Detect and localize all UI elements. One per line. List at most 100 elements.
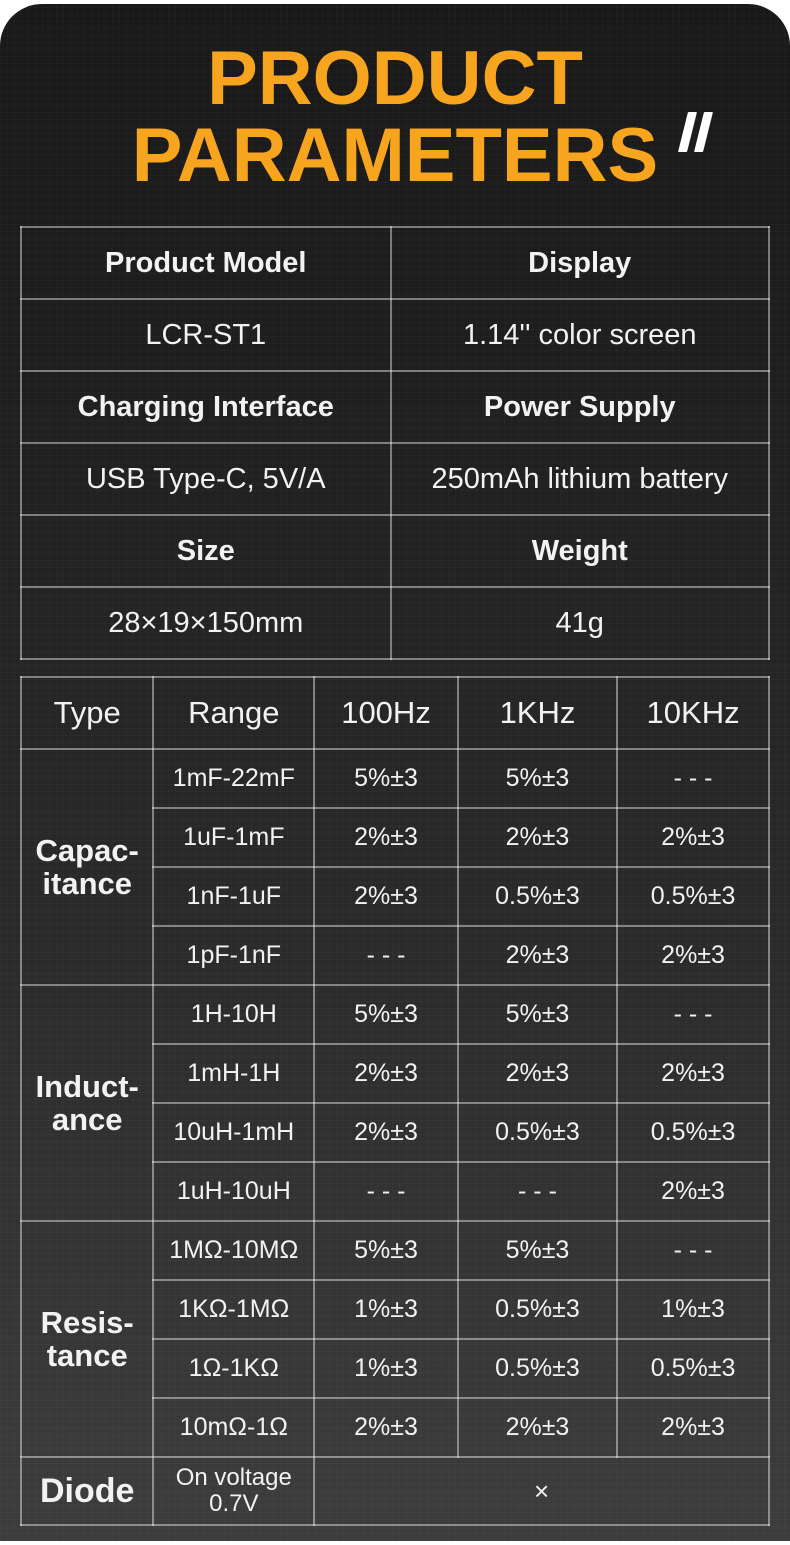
table-row: 1KΩ-1MΩ 1%±3 0.5%±3 1%±3 xyxy=(21,1279,770,1340)
accuracy-cell: - - - xyxy=(616,748,770,809)
type-label-line: ance xyxy=(51,1102,123,1137)
accuracy-cell: 0.5%±3 xyxy=(456,1102,619,1163)
quote-mark-icon xyxy=(678,112,713,152)
spec-header-size: Size xyxy=(20,514,392,588)
accuracy-cell: 2%±3 xyxy=(456,925,619,986)
spec-header-display: Display xyxy=(389,226,770,300)
range-cell: 10mΩ-1Ω xyxy=(152,1397,316,1458)
accuracy-cell: 0.5%±3 xyxy=(616,1338,770,1399)
table-row: Capac- itance 1mF-22mF 5%±3 5%±3 - - - xyxy=(19,748,770,986)
accuracy-cell: 2%±3 xyxy=(456,1043,619,1104)
accuracy-cell: - - - xyxy=(456,1161,619,1222)
accuracy-cell: 5%±3 xyxy=(313,1220,459,1281)
type-label-line: Capac- xyxy=(35,833,139,868)
accuracy-cell: 1%±3 xyxy=(313,1279,459,1340)
spec-value-weight: 41g xyxy=(389,586,770,660)
table-row: Induct- ance 1H-10H 5%±3 5%±3 - - - xyxy=(19,984,770,1222)
accuracy-cell: 2%±3 xyxy=(313,1043,459,1104)
range-cell: 1nF-1uF xyxy=(152,866,316,927)
accuracy-cell: 2%±3 xyxy=(456,1397,619,1458)
spec-header-product-model: Product Model xyxy=(20,226,392,300)
spec-value-charging-interface: USB Type-C, 5V/A xyxy=(20,442,392,516)
table-row: 1mH-1H 2%±3 2%±3 2%±3 xyxy=(21,1043,770,1104)
type-label-line: tance xyxy=(46,1338,128,1373)
type-label-resistance: Resis- tance xyxy=(19,1220,155,1458)
accuracy-cell: 1%±3 xyxy=(616,1279,770,1340)
accuracy-cell: 2%±3 xyxy=(313,1102,459,1163)
range-cell: 1MΩ-10MΩ xyxy=(152,1220,316,1281)
table-row: 10uH-1mH 2%±3 0.5%±3 0.5%±3 xyxy=(21,1102,770,1163)
accuracy-cell: 1%±3 xyxy=(313,1338,459,1399)
diode-range-line: 0.7V xyxy=(209,1490,259,1517)
accuracy-cell: 2%±3 xyxy=(616,1043,770,1104)
range-cell: 1mF-22mF xyxy=(152,748,316,809)
column-header-100hz: 100Hz xyxy=(313,676,459,750)
accuracy-cell: 0.5%±3 xyxy=(456,1279,619,1340)
table-row: 1pF-1nF - - - 2%±3 2%±3 xyxy=(21,925,770,986)
accuracy-cell: 0.5%±3 xyxy=(616,1102,770,1163)
table-row: Diode On voltage 0.7V × xyxy=(19,1456,770,1526)
column-header-type: Type xyxy=(19,676,155,750)
accuracy-cell: 5%±3 xyxy=(456,748,619,809)
title-line-2: PARAMETERS xyxy=(131,113,659,198)
accuracy-cell: - - - xyxy=(313,925,459,986)
accuracy-cell: - - - xyxy=(616,984,770,1045)
column-header-10khz: 10KHz xyxy=(616,676,770,750)
table-row: Resis- tance 1MΩ-10MΩ 5%±3 5%±3 - - - xyxy=(19,1220,770,1458)
accuracy-cell: 5%±3 xyxy=(456,984,619,1045)
table-row: 1uF-1mF 2%±3 2%±3 2%±3 xyxy=(21,807,770,868)
accuracy-cell: 2%±3 xyxy=(616,1161,770,1222)
table-row: 1uH-10uH - - - - - - 2%±3 xyxy=(21,1161,770,1222)
table-row: USB Type-C, 5V/A 250mAh lithium battery xyxy=(20,442,770,516)
page: PRODUCT PARAMETERS Product Model Display… xyxy=(0,4,790,1545)
table-row: Charging Interface Power Supply xyxy=(20,370,770,444)
accuracy-cell: 2%±3 xyxy=(616,1397,770,1458)
spec-value-product-model: LCR-ST1 xyxy=(20,298,392,372)
diode-range-cell: On voltage 0.7V xyxy=(152,1456,316,1526)
accuracy-cell: 2%±3 xyxy=(616,807,770,868)
dark-card: PRODUCT PARAMETERS Product Model Display… xyxy=(0,4,790,1541)
column-header-range: Range xyxy=(152,676,316,750)
type-label-line: Induct- xyxy=(35,1069,139,1104)
accuracy-cell: 2%±3 xyxy=(313,866,459,927)
diode-range-line: On voltage xyxy=(175,1464,292,1491)
spec-value-size: 28×19×150mm xyxy=(20,586,392,660)
range-cell: 1pF-1nF xyxy=(152,925,316,986)
type-label-capacitance: Capac- itance xyxy=(19,748,155,986)
type-label-inductance: Induct- ance xyxy=(19,984,155,1222)
accuracy-cell: 0.5%±3 xyxy=(616,866,770,927)
range-cell: 1KΩ-1MΩ xyxy=(152,1279,316,1340)
range-cell: 1H-10H xyxy=(152,984,316,1045)
type-label-line: itance xyxy=(42,866,132,901)
range-cell: 1uH-10uH xyxy=(152,1161,316,1222)
diode-merged-cell: × xyxy=(313,1456,770,1526)
accuracy-cell: 5%±3 xyxy=(456,1220,619,1281)
table-row: 1nF-1uF 2%±3 0.5%±3 0.5%±3 xyxy=(21,866,770,927)
table-row: LCR-ST1 1.14'' color screen xyxy=(20,298,770,372)
table-row: 28×19×150mm 41g xyxy=(20,586,770,660)
title-line-1: PRODUCT xyxy=(207,36,583,121)
accuracy-cell: 0.5%±3 xyxy=(456,866,619,927)
type-label-line: Resis- xyxy=(40,1305,134,1340)
type-label-diode: Diode xyxy=(19,1456,155,1526)
spec-header-weight: Weight xyxy=(389,514,770,588)
range-cell: 1Ω-1KΩ xyxy=(152,1338,316,1399)
accuracy-cell: 2%±3 xyxy=(313,1397,459,1458)
range-cell: 1uF-1mF xyxy=(152,807,316,868)
page-title: PRODUCT PARAMETERS xyxy=(0,40,790,194)
accuracy-cell: 2%±3 xyxy=(313,807,459,868)
accuracy-cell: 5%±3 xyxy=(313,984,459,1045)
spec-value-power-supply: 250mAh lithium battery xyxy=(389,442,770,516)
column-header-1khz: 1KHz xyxy=(456,676,619,750)
accuracy-cell: - - - xyxy=(313,1161,459,1222)
spec-table: Product Model Display LCR-ST1 1.14'' col… xyxy=(20,226,770,660)
spec-header-charging-interface: Charging Interface xyxy=(20,370,392,444)
table-row: Size Weight xyxy=(20,514,770,588)
spec-header-power-supply: Power Supply xyxy=(389,370,770,444)
accuracy-header-row: Type Range 100Hz 1KHz 10KHz xyxy=(19,676,770,750)
accuracy-cell: - - - xyxy=(616,1220,770,1281)
accuracy-table: Type Range 100Hz 1KHz 10KHz Capac- itanc… xyxy=(19,676,770,1526)
table-row: Product Model Display xyxy=(20,226,770,300)
accuracy-cell: 2%±3 xyxy=(456,807,619,868)
accuracy-cell: 2%±3 xyxy=(616,925,770,986)
